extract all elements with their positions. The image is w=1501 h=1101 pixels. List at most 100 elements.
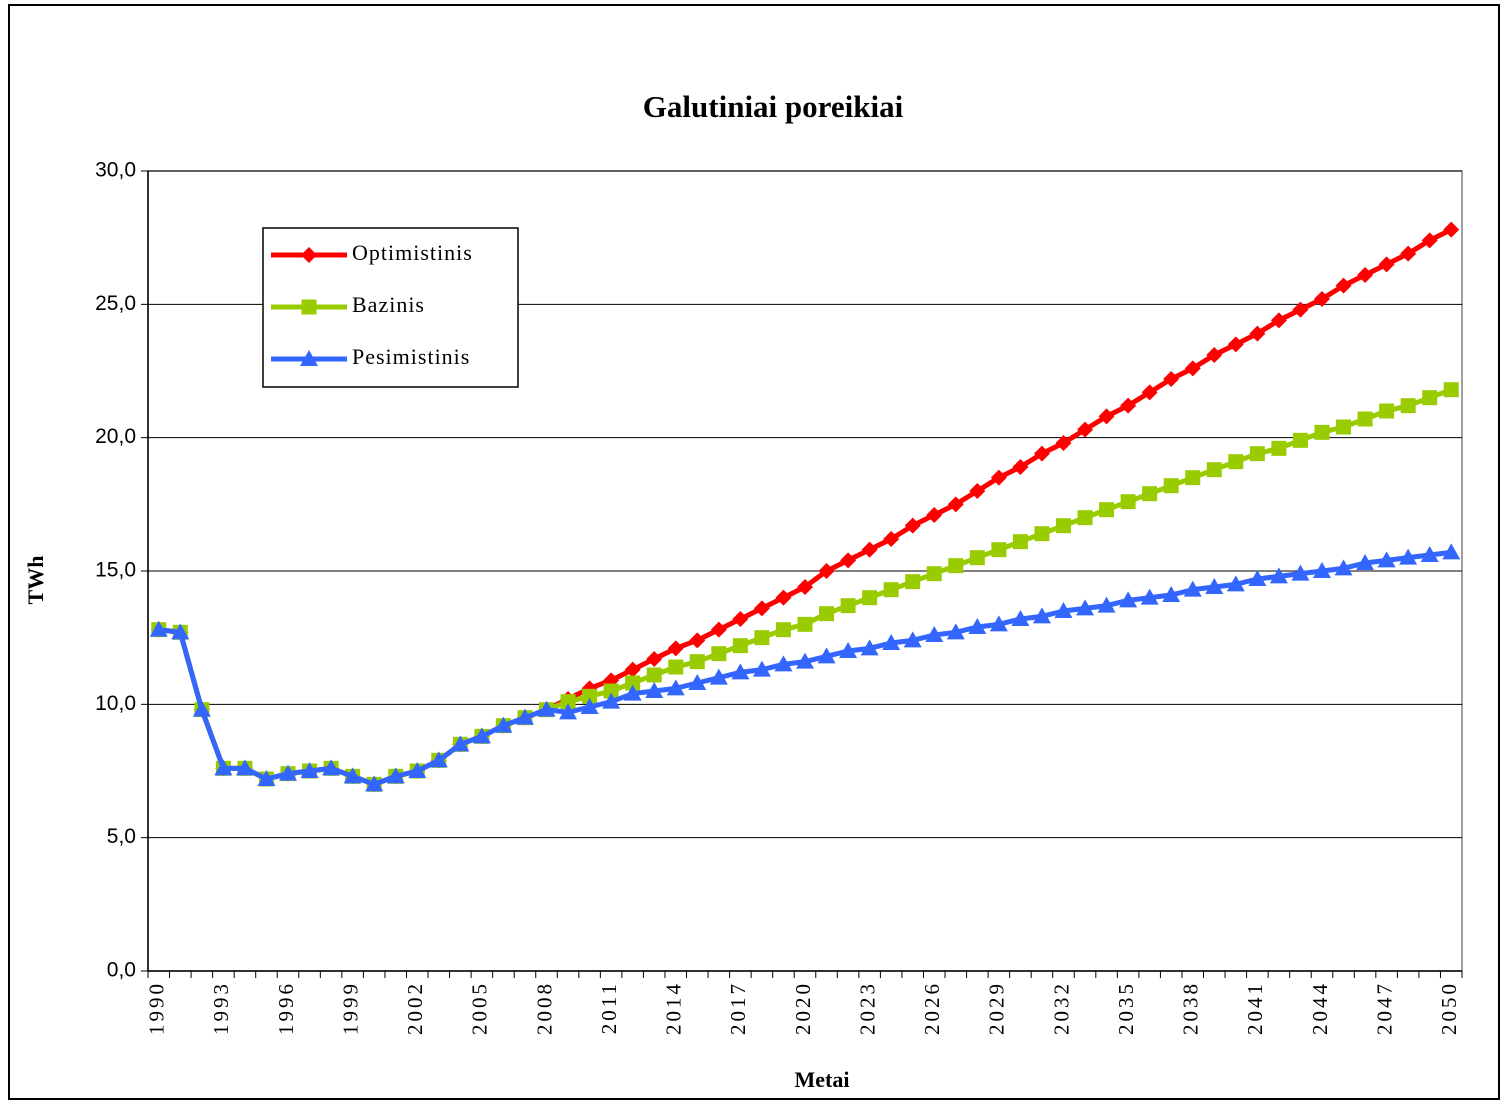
marker — [1098, 408, 1115, 425]
marker — [861, 541, 878, 558]
marker — [753, 600, 770, 617]
x-tick-label: 2035 — [1114, 981, 1138, 1035]
marker — [300, 350, 318, 366]
x-tick-label: 2011 — [597, 981, 621, 1034]
marker — [301, 299, 317, 315]
legend-label: Pesimistinis — [352, 344, 470, 369]
marker — [279, 764, 298, 781]
x-tick-label: 1996 — [274, 981, 298, 1035]
marker — [711, 646, 727, 662]
marker — [602, 692, 621, 709]
marker — [1097, 596, 1116, 613]
marker — [775, 622, 791, 638]
marker — [537, 700, 556, 717]
marker — [710, 621, 727, 638]
x-tick-label: 2002 — [403, 981, 427, 1035]
marker — [1142, 486, 1158, 502]
marker — [1055, 435, 1072, 451]
marker — [1033, 445, 1050, 462]
marker — [1206, 462, 1222, 478]
marker — [883, 531, 900, 547]
marker — [257, 770, 276, 786]
marker — [752, 660, 771, 677]
marker — [171, 623, 190, 640]
x-tick-label: 2026 — [920, 981, 944, 1035]
marker — [1291, 564, 1310, 581]
marker — [1400, 245, 1417, 262]
marker — [1443, 221, 1460, 238]
marker — [1032, 607, 1051, 624]
marker — [1421, 232, 1438, 249]
marker — [1292, 301, 1309, 318]
marker — [645, 682, 664, 698]
x-tick-label: 1993 — [209, 981, 233, 1035]
chart-title: Galutiniai poreikiai — [643, 89, 904, 124]
marker — [1226, 575, 1245, 592]
marker — [862, 590, 878, 606]
marker — [1399, 548, 1418, 565]
x-tick-label: 1990 — [145, 981, 169, 1035]
x-tick-label: 2044 — [1308, 981, 1332, 1035]
marker — [1163, 478, 1179, 494]
marker — [1076, 599, 1095, 616]
marker — [300, 762, 319, 778]
marker — [1292, 432, 1308, 448]
marker — [818, 563, 835, 579]
marker — [819, 606, 835, 622]
marker — [1377, 551, 1396, 568]
marker — [472, 727, 491, 744]
marker — [1140, 588, 1159, 605]
marker — [1054, 602, 1073, 618]
marker — [494, 716, 513, 733]
x-tick-label: 2050 — [1437, 981, 1461, 1035]
marker — [322, 759, 341, 776]
x-tick-label: 2047 — [1372, 981, 1396, 1035]
marker — [667, 640, 684, 657]
marker — [235, 759, 254, 776]
marker — [623, 684, 642, 701]
y-tick-label: 25,0 — [95, 292, 136, 315]
marker — [149, 620, 168, 637]
marker — [1379, 403, 1395, 419]
marker — [839, 642, 858, 658]
marker — [1141, 384, 1158, 401]
marker — [904, 517, 921, 534]
marker — [732, 638, 748, 654]
marker — [515, 708, 534, 725]
marker — [926, 507, 943, 523]
marker — [1034, 526, 1050, 542]
marker — [192, 700, 211, 717]
marker — [559, 703, 578, 720]
marker — [1270, 312, 1287, 329]
marker — [1420, 546, 1439, 562]
x-tick-label: 2032 — [1049, 981, 1073, 1035]
marker — [1099, 502, 1115, 518]
marker — [301, 247, 317, 263]
marker — [603, 683, 619, 699]
marker — [408, 762, 427, 778]
marker — [797, 616, 813, 632]
marker — [817, 647, 836, 664]
marker — [429, 751, 448, 768]
marker — [926, 566, 942, 582]
marker — [947, 496, 964, 513]
marker — [1335, 277, 1352, 294]
marker — [689, 654, 705, 670]
marker — [1400, 398, 1416, 414]
marker — [709, 668, 728, 685]
y-tick-label: 5,0 — [107, 825, 136, 848]
marker — [948, 558, 964, 574]
marker — [797, 579, 813, 595]
x-tick-label: 2020 — [791, 981, 815, 1035]
marker — [883, 582, 899, 598]
x-tick-label: 2005 — [468, 981, 492, 1035]
y-tick-label: 0,0 — [107, 959, 136, 982]
marker — [796, 652, 814, 669]
marker — [1313, 291, 1330, 307]
marker — [840, 598, 856, 614]
marker — [1249, 325, 1266, 342]
marker — [1249, 446, 1265, 462]
marker — [1442, 543, 1461, 560]
marker — [386, 767, 405, 784]
